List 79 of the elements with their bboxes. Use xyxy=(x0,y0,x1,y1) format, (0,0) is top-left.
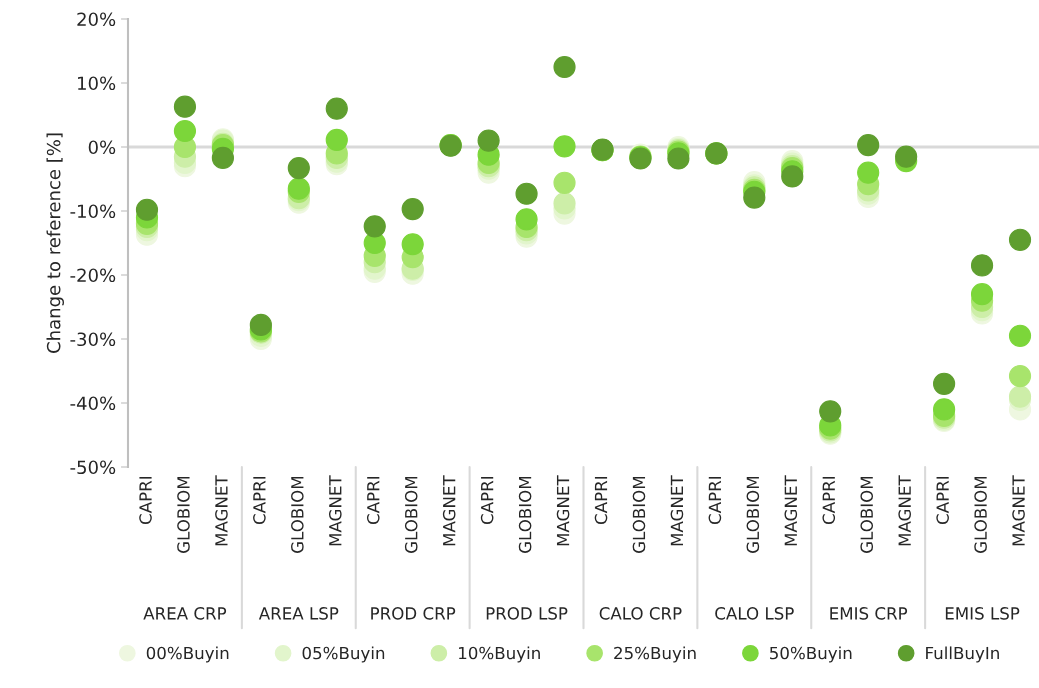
legend-label: 25%Buyin xyxy=(614,646,696,663)
legend-label: 05%Buyin xyxy=(302,646,385,663)
point xyxy=(135,198,159,221)
x-tick-label: CAPRI xyxy=(480,476,494,524)
x-tick-label: CAPRI xyxy=(822,476,836,524)
text: AREA CRP xyxy=(143,607,227,620)
point xyxy=(1008,228,1032,251)
y-tick-label: -30% xyxy=(70,332,116,347)
point xyxy=(553,135,576,158)
point xyxy=(515,208,538,231)
legend-label: FullBuyIn xyxy=(926,646,999,663)
x-tick-label: MAGNET xyxy=(442,475,456,546)
x-tick-label: MAGNET xyxy=(898,475,911,546)
text: EMIS CRP xyxy=(830,607,908,620)
point xyxy=(970,283,994,306)
y-tick-label: -10% xyxy=(70,204,116,219)
x-tick-label: MAGNET xyxy=(670,475,684,546)
x-tick-label: GLOBIOM xyxy=(518,476,532,553)
point xyxy=(173,119,197,143)
text: EMIS LSP xyxy=(945,607,1020,620)
point xyxy=(933,372,956,395)
point xyxy=(173,95,197,118)
y-tick-label: 20% xyxy=(77,12,116,27)
point xyxy=(363,215,386,238)
y-tick-label: -50% xyxy=(70,460,116,475)
point xyxy=(895,145,918,168)
x-tick-label: GLOBIOM xyxy=(177,476,190,553)
point xyxy=(401,233,424,256)
y-tick-label: 0% xyxy=(88,140,116,155)
point xyxy=(857,133,880,157)
point xyxy=(743,186,766,209)
point xyxy=(515,182,538,205)
point xyxy=(1008,324,1032,347)
x-tick-label: GLOBIOM xyxy=(632,476,646,553)
y-axis-title: Change to reference [%] xyxy=(46,133,64,353)
x-tick-label: CAPRI xyxy=(594,476,608,524)
y-tick-label: -40% xyxy=(70,396,116,411)
x-tick-label: CAPRI xyxy=(253,476,266,524)
point xyxy=(819,400,842,423)
legend-label: 00%Buyin xyxy=(146,646,229,663)
x-tick-label: GLOBIOM xyxy=(291,476,304,553)
text: AREA LSP xyxy=(258,607,339,620)
point xyxy=(211,146,234,169)
point xyxy=(477,129,500,152)
text: PROD LSP xyxy=(486,607,568,620)
legend-label: 10%Buyin xyxy=(459,646,540,663)
x-tick-label: GLOBIOM xyxy=(974,476,987,553)
point xyxy=(781,165,804,188)
x-tick-label: MAGNET xyxy=(329,475,342,546)
legend-label: 50%Buyin xyxy=(770,646,852,663)
x-tick-label: CAPRI xyxy=(708,476,722,524)
point xyxy=(970,254,994,277)
point xyxy=(933,398,956,421)
text: PROD CRP xyxy=(371,607,456,620)
point xyxy=(325,128,348,152)
text: CALO LSP xyxy=(715,607,794,620)
y-tick-label: -20% xyxy=(70,268,116,283)
text: CALO CRP xyxy=(599,607,682,620)
point xyxy=(249,313,272,337)
x-tick-label: MAGNET xyxy=(784,475,798,546)
point xyxy=(553,171,576,194)
x-tick-label: MAGNET xyxy=(556,475,570,546)
x-tick-label: CAPRI xyxy=(936,476,949,524)
x-tick-label: MAGNET xyxy=(1012,475,1025,546)
x-tick-label: CAPRI xyxy=(139,476,152,524)
x-tick-label: GLOBIOM xyxy=(860,476,874,553)
point xyxy=(667,147,690,170)
x-tick-label: CAPRI xyxy=(366,476,380,524)
x-tick-label: GLOBIOM xyxy=(746,476,760,553)
x-tick-label: GLOBIOM xyxy=(404,476,418,553)
point xyxy=(857,161,880,184)
point xyxy=(325,97,348,120)
point xyxy=(287,157,310,180)
point xyxy=(401,197,424,221)
x-tick-label: MAGNET xyxy=(215,475,228,546)
y-tick-label: 10% xyxy=(78,76,116,91)
point xyxy=(553,192,576,215)
point xyxy=(553,55,576,79)
point xyxy=(1008,365,1032,388)
